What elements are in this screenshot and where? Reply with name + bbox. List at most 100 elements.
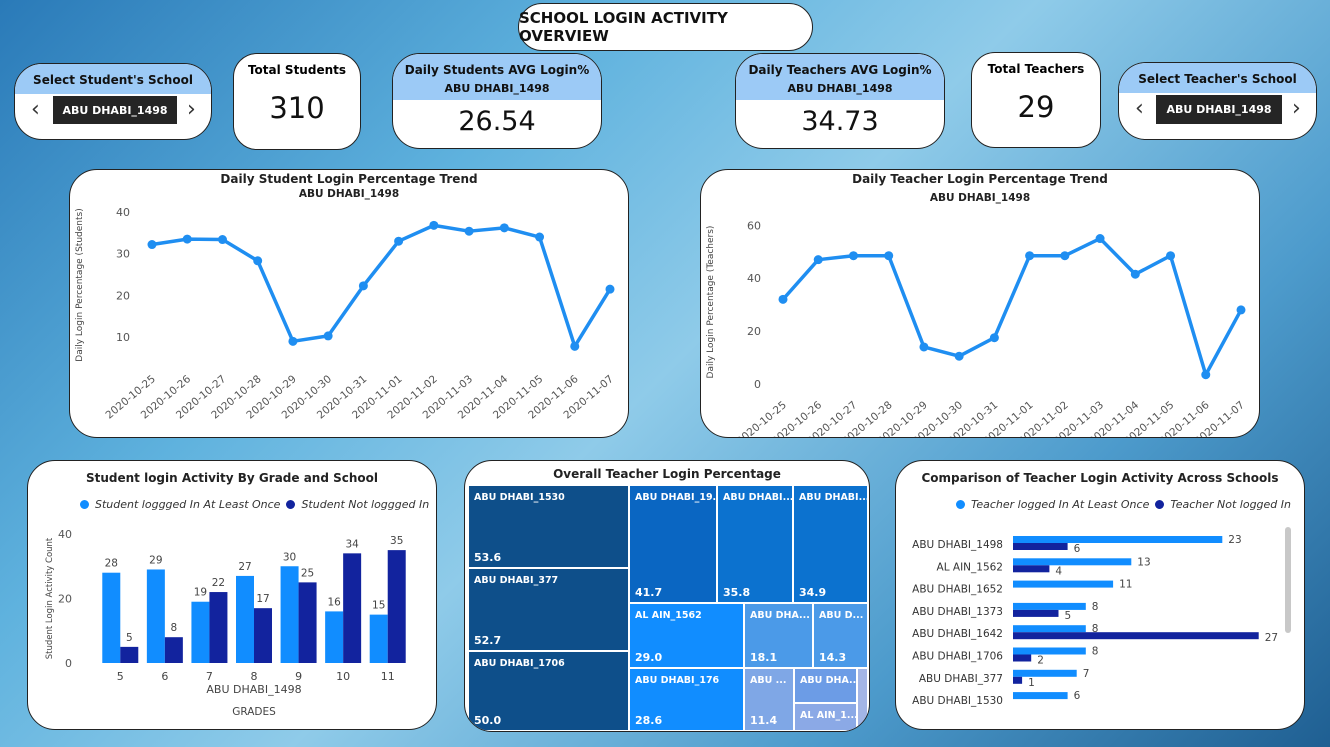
teachers-avg-value: 34.73 bbox=[801, 106, 879, 137]
compare-bar-chart: ABU DHABI_1498 23 6 AL AIN_1562 13 4 ABU DHABI… bbox=[912, 534, 1278, 707]
legend-dot-icon bbox=[286, 500, 296, 509]
bar-not-logged-in bbox=[343, 553, 362, 663]
student-trend-title: Daily Student Login Percentage Trend bbox=[220, 172, 478, 186]
treemap-cell-value: 34.9 bbox=[799, 586, 827, 599]
compare-title: Comparison of Teacher Login Activity Acr… bbox=[921, 471, 1279, 485]
x-tick-label: 6 bbox=[161, 670, 168, 683]
data-label: 29 bbox=[149, 554, 162, 566]
treemap-cell[interactable]: ABU DHA... bbox=[794, 668, 857, 703]
data-point bbox=[989, 333, 999, 343]
treemap-cell[interactable]: AL AIN_1... bbox=[794, 703, 857, 731]
chevron-left-icon[interactable]: ‹ bbox=[31, 97, 40, 122]
treemap-cell[interactable]: ABU DHABI_377 52.7 bbox=[468, 568, 629, 651]
bar-logged-in bbox=[1013, 647, 1086, 655]
data-point bbox=[1060, 251, 1070, 261]
y-category-label: ABU DHABI_1706 bbox=[912, 651, 1003, 663]
teacher-treemap: ABU DHABI_1530 53.6 ABU DHABI_377 52.7 ABU D… bbox=[468, 485, 868, 731]
treemap-cell[interactable]: ABU DHABI_176 28.6 bbox=[629, 668, 744, 731]
total-teachers-value: 29 bbox=[1017, 90, 1055, 124]
student-trend-subtitle: ABU DHABI_1498 bbox=[298, 188, 400, 200]
treemap-cell[interactable]: ABU DHABI_19... 41.7 bbox=[629, 485, 717, 603]
chevron-right-icon[interactable]: › bbox=[1292, 96, 1301, 121]
compare-scrollbar[interactable] bbox=[1285, 527, 1291, 633]
treemap-cell-value: 52.7 bbox=[474, 634, 502, 647]
students-avg-card: Daily Students AVG Login% ABU DHABI_1498… bbox=[392, 53, 602, 149]
teacher-trend-title: Daily Teacher Login Percentage Trend bbox=[852, 172, 1108, 186]
student-slicer-value[interactable]: ABU DHABI_1498 bbox=[53, 96, 177, 124]
student-school-slicer[interactable]: Select Student's School ‹ ABU DHABI_1498… bbox=[14, 63, 212, 140]
chevron-left-icon[interactable]: ‹ bbox=[1135, 96, 1144, 121]
bar-logged-in bbox=[1013, 625, 1086, 633]
data-label: 16 bbox=[327, 596, 341, 608]
x-tick-label: 5 bbox=[117, 670, 124, 683]
bar-not-logged-in bbox=[1013, 565, 1050, 573]
bar-logged-in bbox=[102, 572, 121, 663]
data-label: 25 bbox=[301, 567, 314, 579]
bar-not-logged-in bbox=[254, 608, 272, 663]
x-tick-label: 9 bbox=[295, 670, 302, 683]
treemap-cell-value: 11.4 bbox=[750, 714, 778, 727]
treemap-cell[interactable]: ABU DHABI... 35.8 bbox=[717, 485, 793, 603]
data-label: 5 bbox=[1065, 610, 1072, 622]
grade-legend-a: Student loggged In At Least Once bbox=[95, 498, 281, 511]
data-point bbox=[217, 235, 227, 245]
grade-chart-legend: Student loggged In At Least Once Student… bbox=[80, 498, 429, 511]
grade-chart-card: Student login Activity By Grade and Scho… bbox=[27, 460, 437, 730]
students-avg-value: 26.54 bbox=[458, 106, 536, 137]
compare-legend: Teacher logged In At Least Once Teacher … bbox=[956, 498, 1291, 511]
y-category-label: ABU DHABI_377 bbox=[919, 673, 1003, 685]
data-point bbox=[1201, 370, 1211, 380]
treemap-cell[interactable] bbox=[857, 668, 868, 731]
series-line bbox=[781, 236, 1243, 377]
treemap-cell-value: 29.0 bbox=[635, 651, 663, 664]
students-avg-header: Daily Students AVG Login% ABU DHABI_1498 bbox=[393, 54, 601, 100]
bar-not-logged-in bbox=[209, 592, 228, 663]
data-point bbox=[253, 256, 263, 266]
data-point bbox=[499, 223, 509, 233]
data-label: 34 bbox=[345, 538, 359, 550]
data-label: 28 bbox=[105, 558, 118, 570]
series-line bbox=[151, 223, 612, 349]
teacher-school-slicer[interactable]: Select Teacher's School ‹ ABU DHABI_1498… bbox=[1118, 62, 1317, 140]
data-label: 5 bbox=[126, 632, 133, 644]
x-tick-label: 10 bbox=[336, 670, 350, 683]
treemap-cell-value: 14.3 bbox=[819, 651, 847, 664]
data-point bbox=[1095, 234, 1105, 244]
bar-not-logged-in bbox=[1013, 632, 1259, 640]
treemap-title: Overall Teacher Login Percentage bbox=[553, 467, 781, 481]
treemap-cell[interactable]: ABU DHABI_1530 53.6 bbox=[468, 485, 629, 568]
bar-not-logged-in bbox=[1013, 609, 1059, 617]
legend-dot-icon bbox=[1155, 500, 1165, 509]
treemap-cell-value: 28.6 bbox=[635, 714, 663, 727]
bar-logged-in bbox=[1013, 558, 1132, 566]
treemap-cell[interactable]: ABU DHABI... 34.9 bbox=[793, 485, 868, 603]
students-avg-school: ABU DHABI_1498 bbox=[444, 82, 550, 95]
teacher-trend-card: Daily Teacher Login Percentage Trend ABU… bbox=[700, 169, 1260, 438]
treemap-cell[interactable]: ABU D... 14.3 bbox=[813, 603, 868, 668]
data-point bbox=[954, 351, 964, 361]
chevron-right-icon[interactable]: › bbox=[187, 97, 196, 122]
treemap-cell[interactable]: ABU DHABI_1706 50.0 bbox=[468, 651, 629, 731]
teacher-slicer-value[interactable]: ABU DHABI_1498 bbox=[1156, 95, 1282, 124]
treemap-cell[interactable]: AL AIN_1562 29.0 bbox=[629, 603, 744, 668]
teachers-avg-label: Daily Teachers AVG Login% bbox=[748, 63, 932, 77]
data-point bbox=[570, 341, 580, 351]
bar-logged-in bbox=[191, 601, 210, 663]
data-label: 13 bbox=[1137, 556, 1150, 568]
data-label: 17 bbox=[256, 593, 269, 605]
data-point bbox=[147, 240, 157, 250]
legend-dot-icon bbox=[80, 500, 89, 509]
y-tick-label: 40 bbox=[747, 272, 761, 285]
compare-legend-a: Teacher logged In At Least Once bbox=[971, 498, 1150, 511]
y-category-label: AL AIN_1562 bbox=[937, 561, 1003, 573]
total-teachers-label: Total Teachers bbox=[987, 62, 1085, 76]
data-point bbox=[919, 342, 929, 352]
treemap-cell[interactable]: ABU DHA... 18.1 bbox=[744, 603, 813, 668]
bar-not-logged-in bbox=[164, 637, 183, 663]
bar-logged-in bbox=[1013, 602, 1086, 610]
data-point bbox=[1166, 251, 1176, 261]
data-label: 8 bbox=[171, 622, 178, 634]
bar-logged-in bbox=[280, 566, 299, 663]
treemap-cell[interactable]: ABU ... 11.4 bbox=[744, 668, 794, 731]
treemap-cell-value: 53.6 bbox=[474, 551, 502, 564]
